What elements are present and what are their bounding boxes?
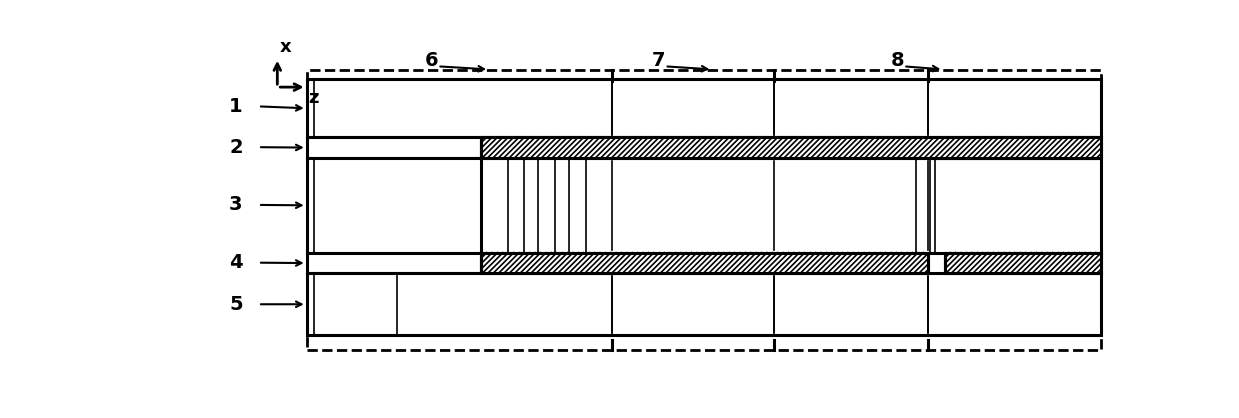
Text: 6: 6 xyxy=(425,51,439,70)
Text: 3: 3 xyxy=(229,196,243,214)
Text: 8: 8 xyxy=(891,51,904,70)
Bar xyxy=(917,158,930,252)
Bar xyxy=(945,252,1101,273)
Bar xyxy=(306,79,1101,137)
Text: x: x xyxy=(280,38,291,56)
Text: 1: 1 xyxy=(229,97,243,116)
Bar xyxy=(306,70,1101,350)
Bar xyxy=(928,158,1101,252)
Bar xyxy=(306,137,482,158)
Bar xyxy=(945,252,1101,273)
Bar xyxy=(945,252,1101,273)
Bar xyxy=(482,252,928,273)
Text: 2: 2 xyxy=(229,138,243,157)
Bar xyxy=(306,273,1101,335)
Bar xyxy=(508,158,524,252)
Text: z: z xyxy=(309,89,318,107)
Bar xyxy=(539,158,555,252)
Bar xyxy=(306,158,482,252)
Bar xyxy=(482,252,928,273)
Text: 5: 5 xyxy=(229,295,243,314)
Text: 7: 7 xyxy=(652,51,665,70)
Bar xyxy=(482,137,1101,158)
Bar xyxy=(482,137,1101,158)
Bar xyxy=(306,252,482,273)
Bar xyxy=(482,252,928,273)
Text: 4: 4 xyxy=(229,253,243,272)
Bar xyxy=(569,158,586,252)
Bar xyxy=(482,137,1101,158)
